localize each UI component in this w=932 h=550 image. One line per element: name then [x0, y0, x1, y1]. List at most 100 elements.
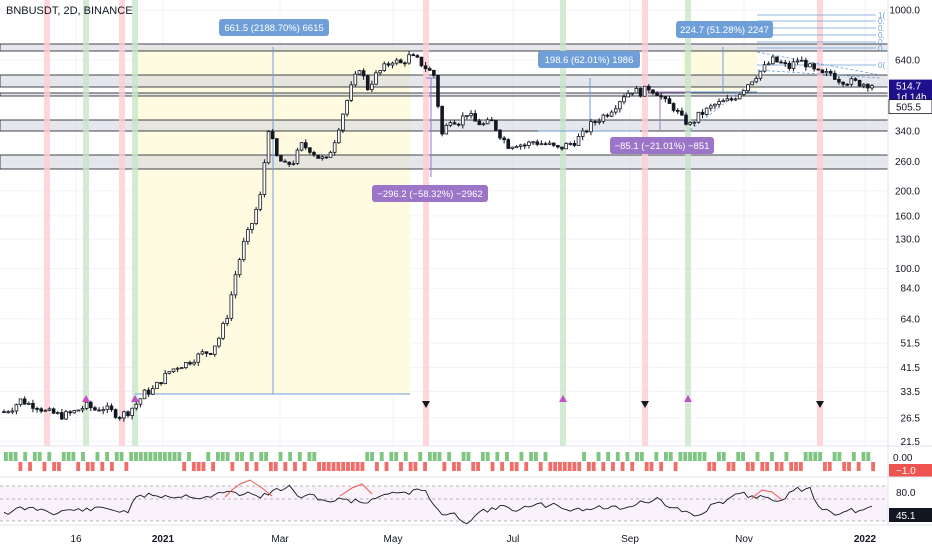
time-axis[interactable]: 16 2021 Mar May Jul Sep Nov 2022 [0, 524, 932, 545]
oscillator-bar-negative [567, 462, 572, 471]
oscillator-bar-negative [283, 462, 288, 471]
oscillator-bar-positive [235, 452, 240, 461]
oscillator-bar-negative [374, 462, 379, 471]
oscillator-bar-negative [731, 462, 736, 471]
candle-body [775, 56, 779, 63]
candle-body [762, 64, 767, 72]
candle-body [866, 83, 870, 89]
date-range-measures[interactable]: 1(0.0.0.0.0.0( [135, 11, 885, 395]
oscillator-bar-negative [827, 462, 832, 471]
candle-body [250, 223, 254, 230]
candle-body [485, 119, 490, 125]
oscillator-bar-positive [297, 452, 302, 461]
oscillator-bar-negative [196, 462, 201, 471]
signal-band [685, 0, 691, 446]
candle-body [527, 141, 531, 146]
candle-body [626, 92, 630, 98]
candle-body [824, 71, 829, 74]
candle-body [336, 129, 341, 144]
oscillator-bar-negative [317, 462, 322, 471]
oscillator-bar-negative [649, 462, 654, 471]
oscillator-bar-positive [365, 452, 370, 461]
candle-body [605, 114, 610, 117]
oscillator-bar-positive [596, 452, 601, 461]
oscillator-bar-negative [124, 462, 129, 471]
oscillator-bar-positive [71, 452, 76, 461]
oscillator-bar-negative [750, 462, 755, 471]
candle-body [122, 411, 126, 419]
oscillator-bar-negative [230, 462, 235, 471]
range-label-text: 224.7 (51.28%) 2247 [680, 25, 769, 36]
candle-body [217, 337, 221, 347]
rsi-pane[interactable]: 80.0 45.1 [0, 476, 932, 525]
oscillator-bar-positive [427, 452, 432, 461]
oscillator-bar-positive [8, 452, 13, 461]
oscillator-bar-negative [109, 462, 114, 471]
oscillator-bar-negative [76, 462, 81, 471]
oscillator-bar-negative [182, 462, 187, 471]
candle-body [39, 408, 43, 412]
candle-body [675, 109, 680, 112]
oscillator-bar-positive [697, 452, 702, 461]
candle-body [316, 154, 320, 159]
candle-body [783, 62, 787, 65]
candle-body [97, 409, 101, 412]
candle-body [700, 111, 705, 115]
candle-body [47, 408, 52, 411]
rsi-highlight-segment [751, 489, 783, 501]
candle-body [560, 146, 564, 150]
candle-body [655, 92, 659, 97]
candle-body [126, 411, 130, 416]
candle-body [779, 61, 783, 64]
range-label-box [610, 137, 714, 154]
oscillator-bar-negative [842, 462, 847, 471]
candle-body [816, 68, 821, 71]
candle-body [361, 70, 366, 77]
candle-body [208, 352, 213, 355]
oscillator-bar-positive [432, 452, 437, 461]
oscillator-bar-negative [268, 462, 273, 471]
candle-body [514, 146, 519, 148]
price-axis-tick-label: 200.0 [895, 186, 920, 197]
oscillator-bar-positive [225, 452, 230, 461]
oscillator-bar-negative [794, 462, 798, 471]
oscillator-bar-negative [871, 462, 876, 471]
oscillator-bar-positive [418, 452, 423, 461]
candle-body [192, 361, 196, 365]
oscillator-bar-negative [211, 462, 216, 471]
rsi-band [0, 486, 888, 521]
oscillator-bar-positive [66, 452, 71, 461]
range-label-text: −296.2 (−58.32%) −2962 [377, 189, 482, 200]
oscillator-bar-negative [538, 462, 543, 471]
oscillator-bar-positive [654, 452, 659, 461]
candle-body [799, 59, 804, 62]
candle-body [460, 115, 465, 126]
oscillator-bar-positive [389, 452, 394, 461]
oscillator-pane[interactable]: 0.00 −1.0 [0, 445, 932, 477]
rsi-highlight-segment [339, 483, 373, 497]
candle-body [146, 389, 151, 395]
candle-body [184, 362, 188, 369]
candle-body [341, 113, 345, 131]
price-axis[interactable]: 1000.0 640.0 340.0 260.0 200.0 160.0 130.0 100.… [887, 0, 932, 550]
oscillator-bar-positive [688, 452, 692, 461]
candle-body [680, 110, 684, 116]
candle-body [117, 417, 122, 419]
candle-body [469, 113, 473, 116]
rsi-level-label: 80.0 [896, 488, 916, 499]
candle-body [820, 69, 825, 74]
candle-body [159, 382, 163, 385]
oscillator-bar-positive [480, 452, 485, 461]
oscillator-bar-positive [813, 452, 818, 461]
oscillator-bar-negative [28, 462, 32, 471]
candle-body [452, 122, 457, 125]
candle-body [853, 78, 858, 81]
price-axis-tick-label: 640.0 [895, 56, 920, 67]
oscillator-bar-negative [659, 462, 664, 471]
candle-body [663, 96, 668, 100]
oscillator-bar-positive [625, 452, 630, 461]
oscillator-bar-negative [360, 462, 365, 471]
candle-body [746, 84, 750, 91]
